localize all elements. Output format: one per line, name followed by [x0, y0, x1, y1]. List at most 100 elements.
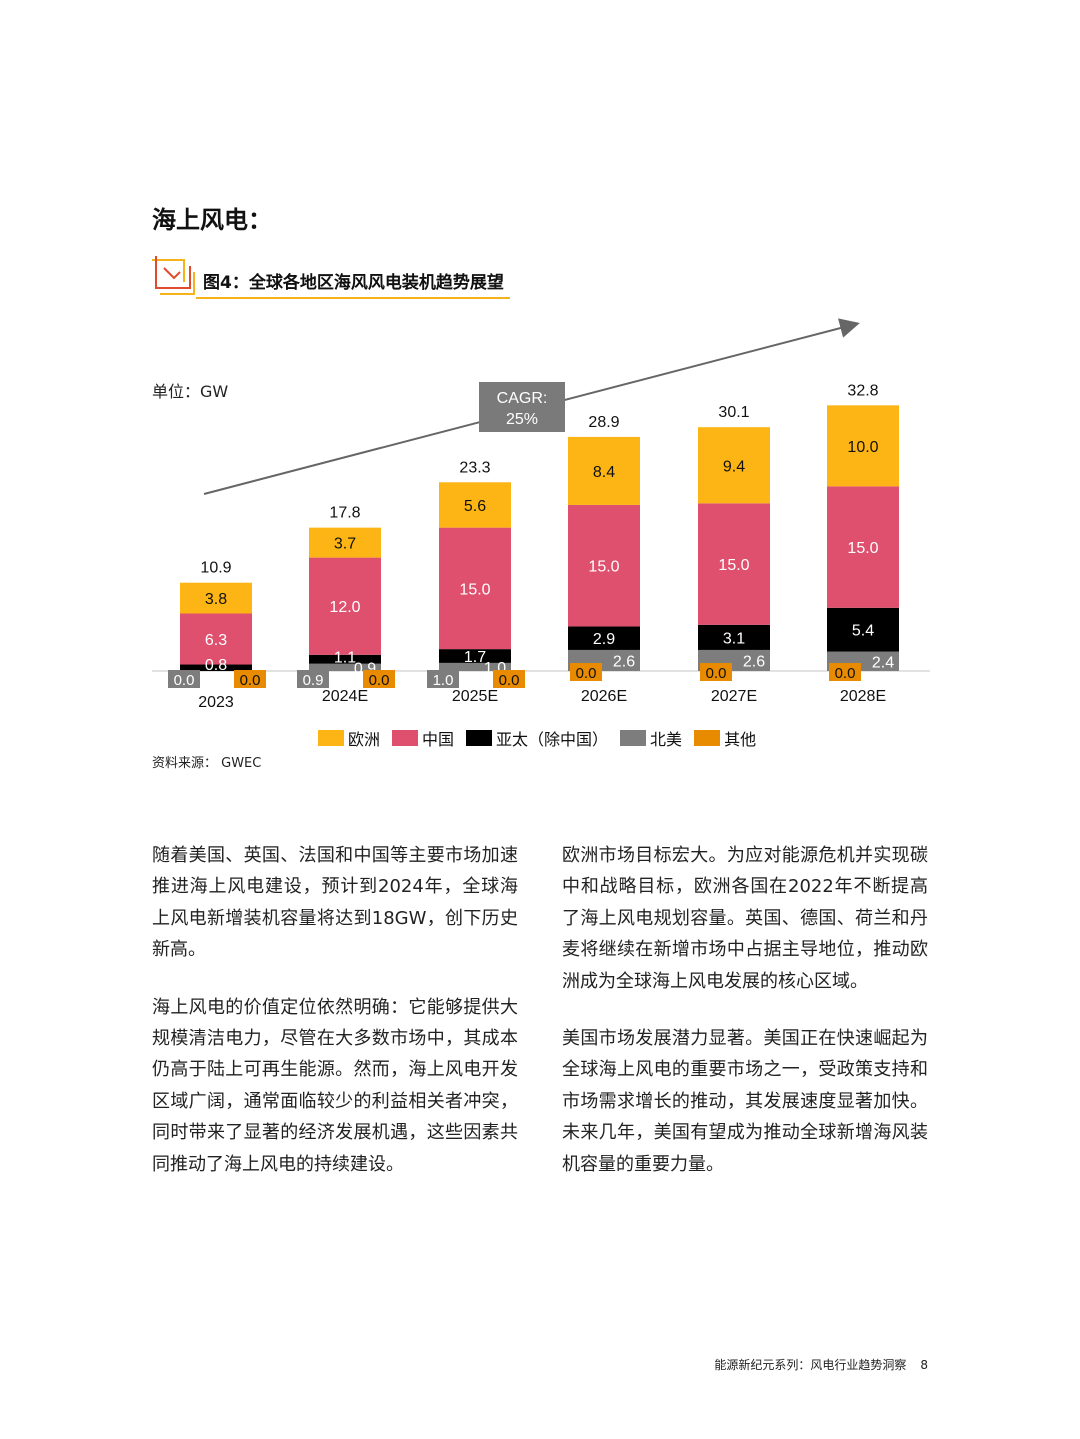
bar-segment-europe [827, 405, 899, 487]
total-label: 30.1 [718, 404, 749, 421]
other-value-box-label: 0.0 [706, 665, 727, 682]
paragraph: 海上风电的价值定位依然明确：它能够提供大规模清洁电力，尽管在大多数市场中，其成本… [152, 996, 518, 1175]
paragraph: 欧洲市场目标宏大。为应对能源危机并实现碳中和战略目标，欧洲各国在2022年不断提… [562, 845, 928, 992]
data-label-apac: 1.1 [334, 650, 356, 667]
cagr-box [479, 382, 565, 432]
bar-segment-europe [439, 482, 511, 528]
bar-segment-europe [698, 427, 770, 504]
other-value-box [829, 663, 861, 681]
other-value-box-label: 0.0 [369, 672, 390, 689]
legend-label-other: 其他 [724, 730, 757, 749]
total-label: 10.9 [200, 560, 231, 577]
category-label: 2026E [581, 688, 627, 705]
data-label-china: 15.0 [459, 581, 490, 598]
page-number: 8 [920, 1358, 928, 1372]
bar-segment-china [439, 527, 511, 650]
na-value-box [427, 670, 459, 688]
bar-segment-apac [568, 626, 640, 650]
data-label-europe: 5.6 [464, 498, 486, 515]
category-label: 2025E [452, 688, 498, 705]
figure-chart-icon [152, 256, 195, 295]
na-value-box [168, 670, 200, 688]
data-label-apac: 2.9 [593, 631, 615, 648]
bar-segment-apac [698, 624, 770, 650]
data-label-na: 2.6 [743, 653, 765, 670]
paragraph: 随着美国、英国、法国和中国等主要市场加速推进海上风电建设，预计到2024年，全球… [152, 845, 518, 961]
data-label-europe: 3.7 [334, 536, 356, 553]
other-value-box [234, 670, 266, 688]
bar-segment-na [309, 663, 381, 671]
na-value-box-label: 0.9 [303, 672, 324, 689]
cagr-value: 25% [506, 411, 538, 428]
bars-group: 10.93.86.30.80.0 0.0202317.83.712.01.10.9… [168, 382, 899, 711]
total-label: 32.8 [847, 382, 878, 399]
total-label: 17.8 [329, 505, 360, 522]
data-label-apac: 3.1 [723, 630, 745, 647]
legend-swatch-apac [466, 730, 493, 746]
bar-segment-europe [180, 582, 252, 614]
text-column-right: 欧洲市场目标宏大。为应对能源危机并实现碳中和战略目标，欧洲各国在2022年不断提… [562, 840, 928, 1206]
legend-label-china: 中国 [422, 730, 455, 749]
total-label: 23.3 [459, 459, 490, 476]
category-label: 2027E [711, 688, 757, 705]
bar-segment-apac [439, 649, 511, 663]
legend-swatch-china [392, 730, 419, 746]
cagr-label: CAGR: [497, 390, 548, 407]
figure-title-underline [196, 297, 510, 299]
legend-item-other: 其他 [694, 726, 756, 750]
data-label-apac: 1.7 [464, 649, 486, 666]
data-label-na: 2.4 [872, 654, 894, 671]
chart-unit-label: 单位：GW [152, 382, 229, 401]
bar-segment-apac [827, 607, 899, 652]
text-column-left: 随着美国、英国、法国和中国等主要市场加速推进海上风电建设，预计到2024年，全球… [152, 840, 518, 1206]
legend-item-apac: 亚太（除中国） [466, 726, 608, 750]
bar-segment-europe [568, 436, 640, 505]
data-label-china: 15.0 [718, 557, 749, 574]
data-label-china: 6.3 [205, 632, 227, 649]
paragraph: 美国市场发展潜力显著。美国正在快速崛起为全球海上风电的重要市场之一，受政策支持和… [562, 1028, 928, 1175]
data-label-europe: 8.4 [593, 464, 615, 481]
legend-label-na: 北美 [650, 730, 683, 749]
total-label: 28.9 [588, 414, 619, 431]
other-value-box-label: 0.0 [499, 672, 520, 689]
bar-segment-china [698, 503, 770, 625]
legend-item-europe: 欧洲 [318, 726, 380, 750]
other-value-box [700, 663, 732, 681]
bar-segment-china [309, 557, 381, 655]
chart-legend: 欧洲 中国 亚太（除中国） 北美 其他 [318, 726, 756, 750]
data-label-europe: 10.0 [847, 439, 878, 456]
figure-title: 图4：全球各地区海风风电装机趋势展望 [203, 273, 504, 293]
data-label-europe: 3.8 [205, 591, 227, 608]
na-value-box [297, 670, 329, 688]
bar-segment-china [568, 504, 640, 627]
other-value-box-label: 0.0 [835, 665, 856, 682]
category-label: 2028E [840, 688, 886, 705]
other-value-box-label: 0.0 [576, 665, 597, 682]
data-label-apac: 5.4 [852, 623, 874, 640]
footer-series-title: 能源新纪元系列：风电行业趋势洞察 [714, 1358, 907, 1372]
na-value-box-label: 0.0 [174, 672, 195, 689]
other-value-box [493, 670, 525, 688]
data-label-na: 2.6 [613, 653, 635, 670]
other-value-box [570, 663, 602, 681]
section-title: 海上风电： [152, 206, 272, 234]
legend-label-apac: 亚太（除中国） [496, 730, 609, 749]
page-footer: 能源新纪元系列：风电行业趋势洞察 8 [714, 1356, 928, 1373]
legend-swatch-other [694, 730, 721, 746]
chart-source: 资料来源： GWEC [152, 756, 262, 771]
stacked-bar-chart: CAGR: 25% 10.93.86.30.80.0 0.0202317.83.7… [152, 318, 930, 711]
category-label: 2023 [198, 694, 234, 711]
legend-swatch-europe [318, 730, 344, 746]
bar-segment-china [827, 486, 899, 608]
bar-segment-apac [180, 664, 252, 671]
data-label-china: 12.0 [329, 599, 360, 616]
data-label-china: 15.0 [847, 540, 878, 557]
legend-item-china: 中国 [392, 726, 454, 750]
legend-item-na: 北美 [620, 726, 682, 750]
bar-segment-china [180, 613, 252, 665]
legend-label-europe: 欧洲 [348, 730, 381, 749]
other-value-box [363, 670, 395, 688]
data-label-apac: 0.8 [205, 657, 227, 674]
data-label-europe: 9.4 [723, 458, 745, 475]
bar-segment-europe [309, 527, 381, 558]
